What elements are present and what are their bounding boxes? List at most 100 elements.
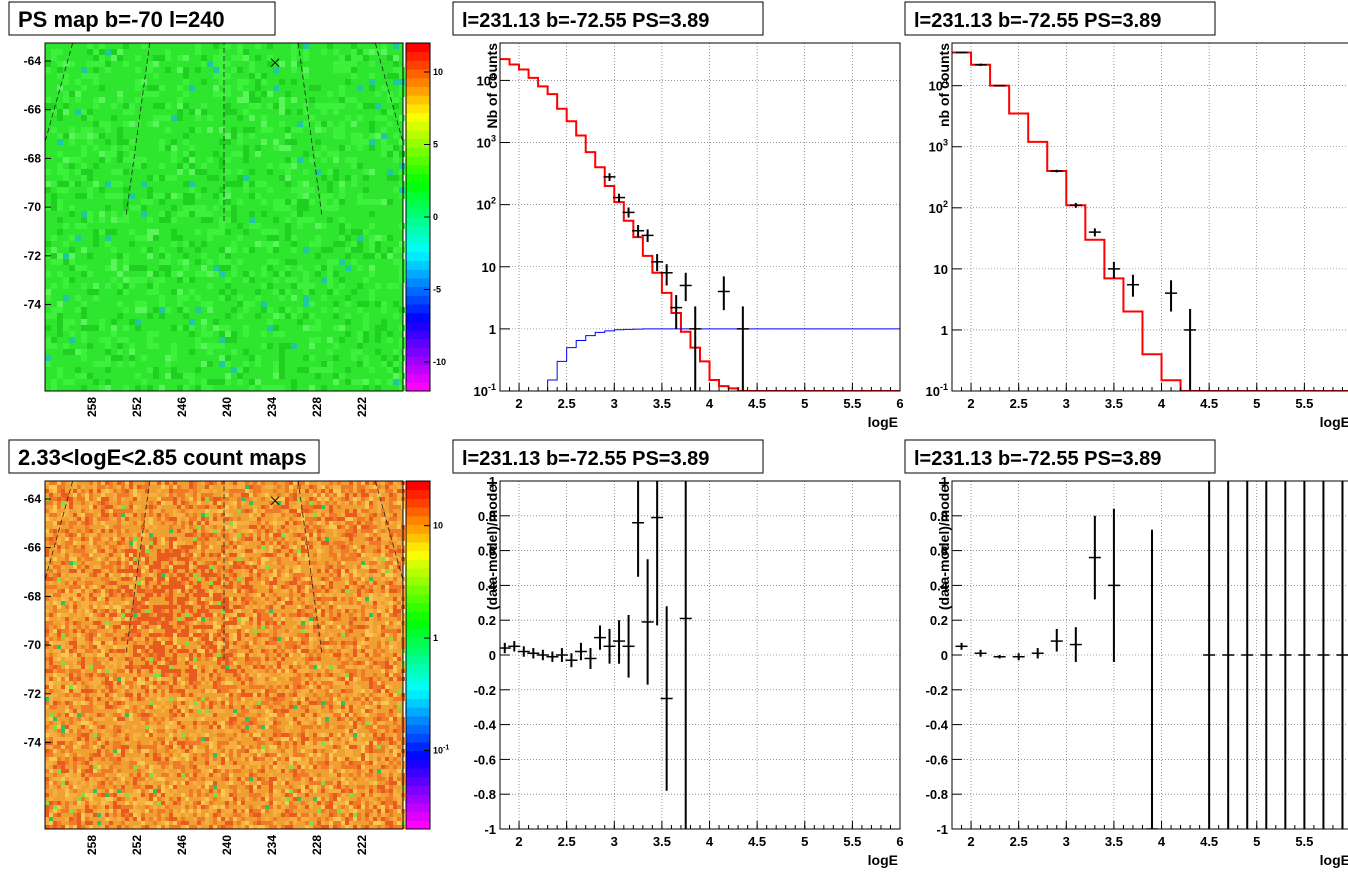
map-pixel <box>201 697 205 701</box>
map-pixel <box>117 817 121 821</box>
map-pixel <box>245 745 249 749</box>
map-pixel <box>189 673 193 677</box>
map-pixel <box>185 697 189 701</box>
map-pixel <box>57 725 61 729</box>
map-pixel <box>169 661 173 665</box>
map-pixel <box>237 151 243 157</box>
map-pixel <box>205 689 209 693</box>
map-pixel <box>261 553 265 557</box>
map-pixel <box>387 121 393 127</box>
map-pixel <box>77 521 81 525</box>
map-pixel <box>165 717 169 721</box>
map-pixel <box>221 545 225 549</box>
map-pixel <box>237 67 243 73</box>
map-pixel <box>357 265 363 271</box>
map-pixel <box>197 493 201 497</box>
map-pixel <box>245 673 249 677</box>
plot-area <box>952 51 1348 391</box>
map-pixel <box>121 593 125 597</box>
map-pixel <box>233 553 237 557</box>
map-pixel <box>61 761 65 765</box>
map-pixel <box>205 657 209 661</box>
map-x-tick-label: 228 <box>310 397 324 417</box>
map-pixel <box>57 613 61 617</box>
map-pixel <box>205 753 209 757</box>
map-pixel <box>165 821 169 825</box>
map-pixel <box>123 157 129 163</box>
map-pixel <box>173 489 177 493</box>
map-pixel <box>49 633 53 637</box>
map-pixel <box>269 553 273 557</box>
map-pixel <box>121 805 125 809</box>
map-pixel <box>101 737 105 741</box>
map-pixel <box>117 49 123 55</box>
map-pixel <box>237 613 241 617</box>
map-pixel <box>173 561 177 565</box>
map-pixel <box>229 741 233 745</box>
map-pixel <box>393 151 399 157</box>
map-pixel <box>97 821 101 825</box>
map-pixel <box>217 521 221 525</box>
map-pixel <box>129 761 133 765</box>
map-pixel <box>135 55 141 61</box>
map-pixel <box>261 625 265 629</box>
x-tick-label: 5.5 <box>1295 396 1313 411</box>
map-pixel <box>201 211 207 217</box>
map-pixel <box>87 325 93 331</box>
map-pixel <box>121 481 125 485</box>
map-pixel <box>169 713 173 717</box>
map-pixel <box>153 367 159 373</box>
map-pixel <box>57 757 61 761</box>
map-pixel <box>231 337 237 343</box>
map-pixel <box>257 769 261 773</box>
map-pixel <box>205 565 209 569</box>
map-pixel <box>141 637 145 641</box>
map-pixel <box>77 569 81 573</box>
map-pixel <box>237 379 243 385</box>
map-pixel <box>123 217 129 223</box>
map-pixel <box>129 545 133 549</box>
map-pixel <box>49 509 53 513</box>
map-pixel <box>177 325 183 331</box>
map-pixel <box>193 497 197 501</box>
map-pixel <box>113 649 117 653</box>
map-pixel <box>137 649 141 653</box>
map-pixel <box>153 577 157 581</box>
map-pixel <box>269 581 273 585</box>
map-pixel <box>49 785 53 789</box>
map-pixel <box>153 741 157 745</box>
map-pixel <box>133 617 137 621</box>
map-pixel <box>245 601 249 605</box>
map-pixel <box>197 769 201 773</box>
map-pixel <box>57 537 61 541</box>
map-pixel <box>81 585 85 589</box>
map-pixel <box>399 325 405 331</box>
map-pixel <box>183 67 189 73</box>
map-pixel <box>157 605 161 609</box>
map-pixel <box>213 649 217 653</box>
map-pixel <box>159 277 165 283</box>
map-pixel <box>61 533 65 537</box>
map-pixel <box>177 545 181 549</box>
map-pixel <box>245 521 249 525</box>
map-pixel <box>269 621 273 625</box>
map-pixel <box>45 657 49 661</box>
map-pixel <box>177 109 183 115</box>
map-pixel <box>253 809 257 813</box>
map-pixel <box>231 133 237 139</box>
map-pixel <box>273 513 277 517</box>
map-pixel <box>257 521 261 525</box>
map-pixel <box>249 825 253 829</box>
map-pixel <box>45 295 51 301</box>
map-pixel <box>137 569 141 573</box>
map-pixel <box>157 793 161 797</box>
map-pixel <box>279 205 285 211</box>
map-pixel <box>201 325 207 331</box>
map-pixel <box>133 673 137 677</box>
map-pixel <box>129 629 133 633</box>
map-pixel <box>205 537 209 541</box>
map-pixel <box>213 761 217 765</box>
map-pixel <box>243 49 249 55</box>
map-pixel <box>165 793 169 797</box>
map-pixel <box>157 653 161 657</box>
